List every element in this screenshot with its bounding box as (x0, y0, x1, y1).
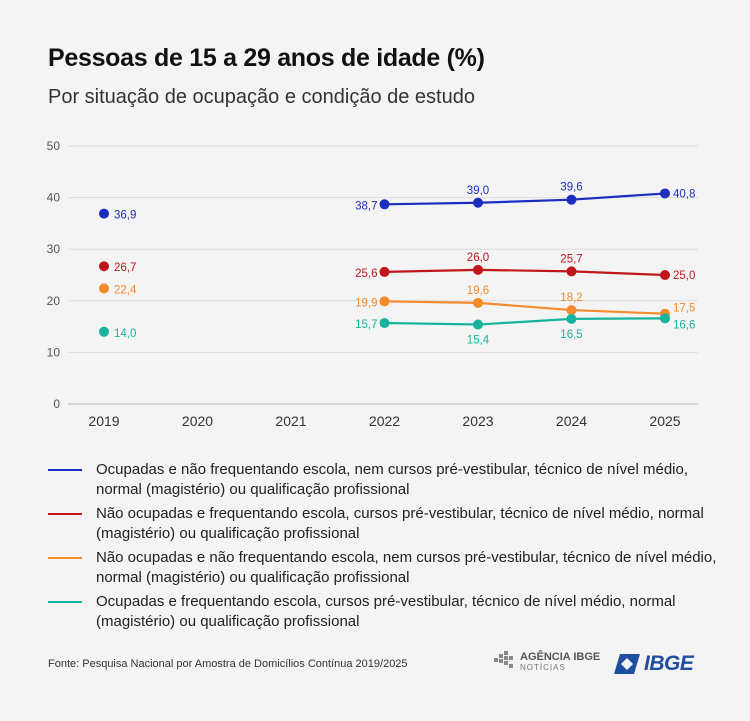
data-label: 15,4 (467, 335, 490, 347)
legend-label: Não ocupadas e frequentando escola, curs… (96, 505, 704, 542)
series-line (384, 300, 666, 315)
x-tick-label: 2021 (275, 413, 306, 429)
legend-swatch (48, 557, 82, 559)
data-point (99, 261, 109, 272)
data-point (99, 208, 109, 219)
data-label: 18,2 (560, 292, 582, 304)
x-tick-label: 2024 (556, 413, 587, 429)
data-point (379, 266, 390, 277)
data-point (379, 296, 390, 307)
legend-label: Ocupadas e não frequentando escola, nem … (96, 461, 689, 498)
series-line (384, 268, 666, 277)
data-label: 14,0 (114, 328, 136, 340)
data-label: 19,9 (355, 297, 377, 309)
legend-swatch (48, 469, 82, 471)
y-tick-label: 50 (47, 139, 61, 153)
data-label: 36,9 (114, 210, 136, 222)
legend-label: Ocupadas e frequentando escola, cursos p… (96, 593, 676, 630)
ibge-logo: IBGE (614, 652, 694, 676)
agencia-ibge-logo: AGÊNCIA IBGE NOTÍCIAS (494, 651, 600, 673)
chart-title: Pessoas de 15 a 29 anos de idade (%) (48, 44, 485, 72)
x-tick-label: 2025 (649, 413, 680, 429)
data-label: 39,6 (560, 182, 582, 194)
y-tick-label: 20 (47, 294, 61, 308)
data-label: 17,5 (673, 303, 695, 315)
line-chart: 0 10 20 30 40 50 2019 2020 2021 2022 2023 2024 2025 3… (47, 139, 698, 429)
data-point (566, 266, 577, 277)
source-note: Fonte: Pesquisa Nacional por Amostra de … (48, 658, 408, 670)
series-line (384, 192, 666, 206)
data-label: 39,0 (467, 185, 489, 197)
data-point (660, 313, 670, 324)
data-label: 22,4 (114, 284, 137, 296)
data-label: 16,6 (673, 319, 695, 331)
data-label: 38,7 (355, 200, 377, 212)
agencia-logo-text: AGÊNCIA IBGE (520, 651, 601, 663)
data-label: 40,8 (673, 188, 695, 200)
ibge-logo-text: IBGE (644, 652, 694, 675)
data-label: 15,7 (355, 319, 377, 331)
chart-subtitle: Por situação de ocupação e condição de e… (48, 86, 475, 108)
data-label: 26,7 (114, 262, 136, 274)
data-point (566, 313, 577, 324)
data-point (99, 283, 109, 294)
data-label: 16,5 (560, 329, 582, 341)
agencia-logo-subtext: NOTÍCIAS (520, 663, 566, 672)
y-tick-label: 30 (47, 242, 61, 256)
data-label: 19,6 (467, 285, 489, 297)
y-tick-label: 40 (47, 191, 61, 205)
data-label: 25,0 (673, 270, 695, 282)
data-point (473, 264, 483, 275)
legend-swatch (48, 513, 82, 515)
data-point (379, 199, 390, 210)
data-point (379, 317, 390, 328)
legend-item: Ocupadas e frequentando escola, cursos p… (48, 592, 728, 632)
data-point (473, 197, 483, 208)
y-tick-label: 10 (47, 345, 61, 359)
legend-item: Ocupadas e não frequentando escola, nem … (48, 460, 728, 500)
data-point (566, 305, 577, 316)
data-point (566, 194, 577, 205)
legend-item: Não ocupadas e frequentando escola, curs… (48, 504, 728, 544)
data-point (99, 326, 109, 337)
series-line (384, 317, 666, 326)
agencia-ibge-icon (494, 651, 513, 668)
chart-legend: Ocupadas e não frequentando escola, nem … (48, 460, 728, 636)
ibge-emblem-icon (614, 654, 640, 674)
y-tick-label: 0 (53, 397, 60, 411)
x-tick-label: 2019 (88, 413, 119, 429)
x-tick-label: 2022 (369, 413, 400, 429)
data-point (660, 270, 670, 280)
legend-item: Não ocupadas e não frequentando escola, … (48, 548, 728, 588)
legend-swatch (48, 601, 82, 603)
data-label: 25,6 (355, 268, 377, 280)
data-label: 25,7 (560, 253, 582, 265)
data-point (473, 319, 483, 330)
data-point (660, 188, 670, 199)
x-tick-label: 2020 (182, 413, 213, 429)
data-label: 26,0 (467, 252, 489, 264)
x-tick-label: 2023 (462, 413, 493, 429)
data-point (473, 297, 483, 308)
legend-label: Não ocupadas e não frequentando escola, … (96, 549, 717, 586)
